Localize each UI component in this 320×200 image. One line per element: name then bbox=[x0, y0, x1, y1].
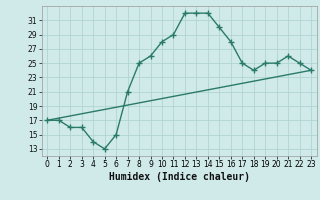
X-axis label: Humidex (Indice chaleur): Humidex (Indice chaleur) bbox=[109, 172, 250, 182]
